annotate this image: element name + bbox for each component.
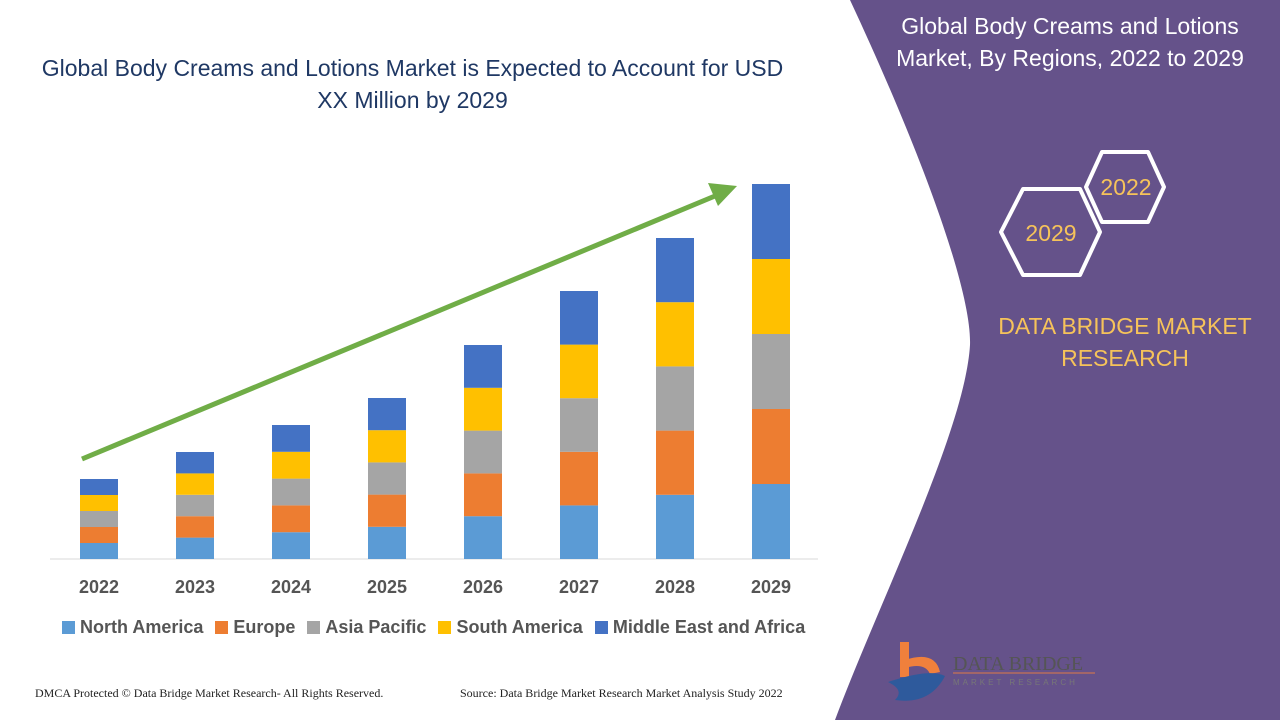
x-tick-label: 2025	[367, 577, 407, 597]
bar-segment-2024-1	[272, 505, 310, 533]
bar-segment-2022-3	[80, 495, 118, 511]
bar-segment-2025-0	[368, 526, 406, 559]
bar-segment-2023-4	[176, 452, 214, 474]
bar-segment-2027-0	[560, 505, 598, 559]
bar-segment-2028-2	[656, 366, 694, 431]
bar-segment-2023-2	[176, 494, 214, 517]
x-tick-label: 2022	[79, 577, 119, 597]
bar-segment-2028-3	[656, 302, 694, 367]
bar-segment-2029-1	[752, 409, 790, 484]
chart-title: Global Body Creams and Lotions Market is…	[41, 55, 784, 113]
bar-segment-2024-2	[272, 478, 310, 506]
legend-item: North America	[62, 617, 203, 638]
bar-segment-2026-4	[464, 345, 502, 388]
footer-copyright: DMCA Protected © Data Bridge Market Rese…	[35, 686, 384, 700]
legend-label: Asia Pacific	[325, 617, 427, 637]
chart-legend: North America Europe Asia Pacific South …	[62, 617, 805, 638]
bar-segment-2024-0	[272, 532, 310, 559]
bar-segment-2027-2	[560, 398, 598, 452]
x-tick-label: 2026	[463, 577, 503, 597]
bar-segment-2025-1	[368, 494, 406, 527]
x-tick-label: 2028	[655, 577, 695, 597]
bar-segment-2026-2	[464, 430, 502, 474]
bar-segment-2023-0	[176, 537, 214, 559]
bar-segment-2028-0	[656, 494, 694, 559]
side-panel-title: Global Body Creams and Lotions Market, B…	[896, 13, 1244, 71]
legend-label: Middle East and Africa	[612, 617, 806, 637]
bar-segment-2023-1	[176, 516, 214, 538]
x-tick-label: 2024	[271, 577, 311, 597]
legend-item: Middle East and Africa	[594, 617, 806, 638]
bar-segment-2027-1	[560, 451, 598, 506]
x-tick-label: 2029	[751, 577, 791, 597]
bar-segment-2025-2	[368, 462, 406, 495]
trend-arrow	[81, 183, 737, 462]
hex-year-2022: 2022	[1100, 174, 1151, 200]
bar-segment-2028-4	[656, 238, 694, 303]
hex-year-2029: 2029	[1025, 220, 1076, 246]
footer-source: Source: Data Bridge Market Research Mark…	[460, 686, 783, 700]
bar-segment-2022-1	[80, 527, 118, 543]
legend-swatch	[215, 621, 229, 634]
bar-segment-2024-4	[272, 425, 310, 452]
svg-text:DATA BRIDGE: DATA BRIDGE	[953, 653, 1083, 675]
bar-segment-2023-3	[176, 473, 214, 495]
bar-segment-2025-4	[368, 398, 406, 431]
brand-text: DATA BRIDGE MARKET RESEARCH	[998, 313, 1252, 371]
bar-segment-2026-1	[464, 473, 502, 517]
legend-item: Europe	[215, 617, 295, 638]
bar-segment-2022-4	[80, 479, 118, 495]
x-tick-label: 2027	[559, 577, 599, 597]
svg-text:MARKET RESEARCH: MARKET RESEARCH	[953, 678, 1078, 687]
bar-segment-2027-4	[560, 291, 598, 345]
bar-segment-2026-0	[464, 516, 502, 559]
bar-segment-2029-4	[752, 184, 790, 259]
side-panel-background	[835, 0, 1280, 720]
hexagon-2029-icon	[999, 187, 1102, 277]
bar-segment-2029-0	[752, 484, 790, 559]
legend-label: Europe	[233, 617, 296, 637]
bar-segment-2022-2	[80, 511, 118, 527]
legend-item: South America	[438, 617, 583, 638]
data-bridge-logo: DATA BRIDGE MARKET RESEARCH	[888, 642, 1095, 701]
legend-swatch	[307, 621, 321, 634]
x-tick-label: 2023	[175, 577, 215, 597]
bar-segment-2024-3	[272, 451, 310, 479]
bar-segment-2025-3	[368, 430, 406, 463]
bar-segment-2029-3	[752, 259, 790, 334]
bar-segment-2022-0	[80, 543, 118, 559]
legend-swatch	[62, 621, 75, 634]
legend-swatch	[438, 621, 452, 634]
bar-segment-2026-3	[464, 387, 502, 431]
hexagon-2022-icon	[1084, 150, 1166, 224]
bar-segment-2028-1	[656, 430, 694, 495]
bar-segment-2027-3	[560, 344, 598, 399]
legend-label: South America	[456, 617, 583, 637]
legend-label: North America	[80, 617, 204, 637]
legend-item: Asia Pacific	[307, 617, 426, 638]
legend-swatch	[594, 621, 608, 634]
bar-segment-2029-2	[752, 334, 790, 409]
